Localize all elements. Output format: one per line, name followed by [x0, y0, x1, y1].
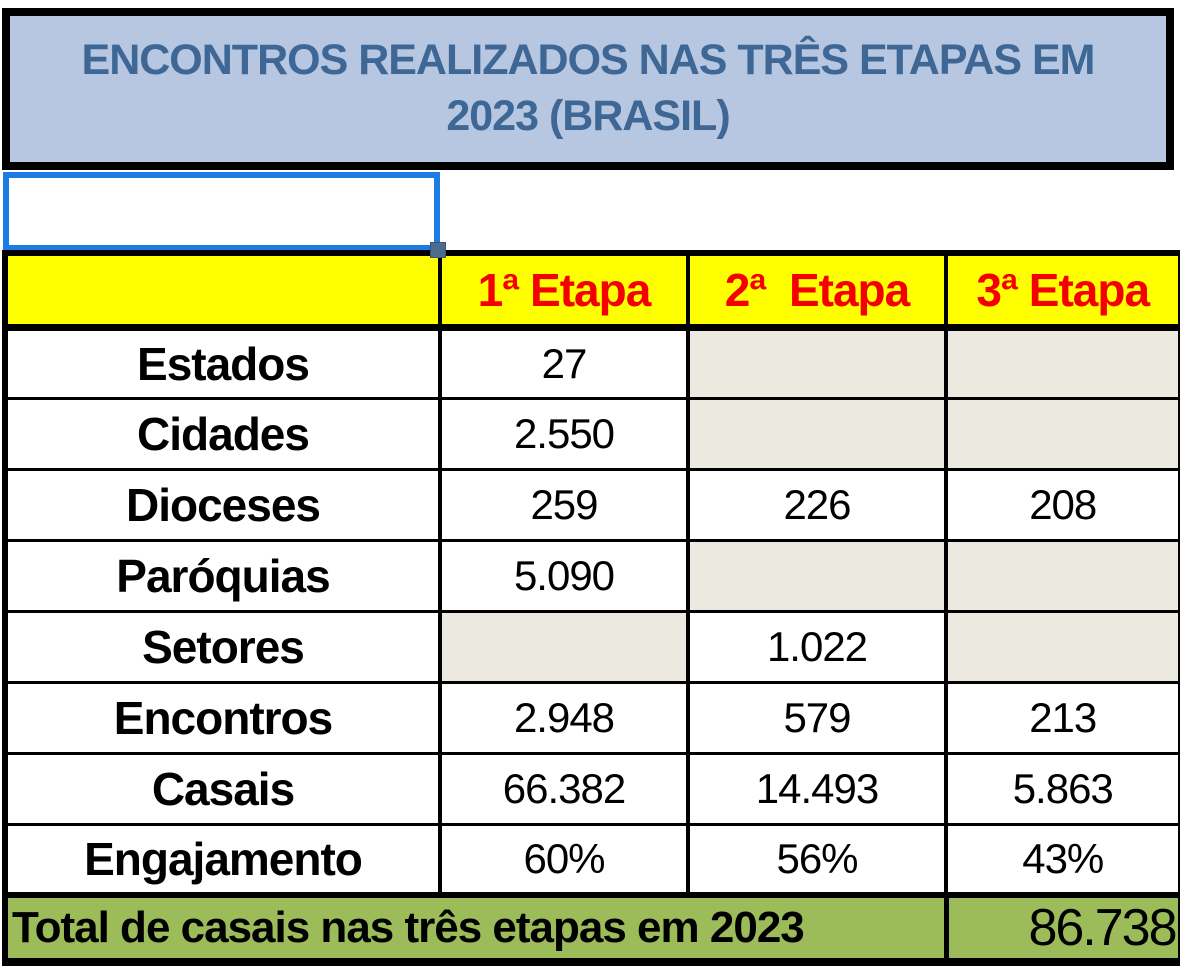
table-row-encontros: Encontros 2.948 579 213 — [2, 680, 1180, 755]
cell-value — [686, 396, 948, 471]
cell-value — [944, 325, 1180, 400]
cell-value: 14.493 — [686, 751, 948, 826]
row-label: Setores — [2, 609, 442, 684]
data-table: 1ª Etapa 2ª Etapa 3ª Etapa Estados 27 Ci… — [2, 250, 1180, 966]
table-row-casais: Casais 66.382 14.493 5.863 — [2, 751, 1180, 826]
cell-value: 1.022 — [686, 609, 948, 684]
cell-value — [438, 609, 690, 684]
cell-value: 60% — [438, 822, 690, 897]
total-value-cell: 86.738 — [943, 892, 1180, 966]
empty-text-box[interactable] — [3, 172, 440, 251]
cell-value: 43% — [944, 822, 1180, 897]
row-label: Engajamento — [2, 822, 442, 897]
row-label: Paróquias — [2, 538, 442, 613]
table-row-cidades: Cidades 2.550 — [2, 396, 1180, 471]
cell-value: 56% — [686, 822, 948, 897]
cell-value: 66.382 — [438, 751, 690, 826]
cell-value: 259 — [438, 467, 690, 542]
cell-value: 579 — [686, 680, 948, 755]
table-row-paroquias: Paróquias 5.090 — [2, 538, 1180, 613]
table-header-row: 1ª Etapa 2ª Etapa 3ª Etapa — [2, 250, 1180, 331]
cell-value: 2.948 — [438, 680, 690, 755]
table-row-estados: Estados 27 — [2, 325, 1180, 400]
header-etapa2-cell: 2ª Etapa — [686, 250, 948, 331]
resize-handle[interactable] — [430, 242, 446, 258]
cell-value — [944, 538, 1180, 613]
table-row-engajamento: Engajamento 60% 56% 43% — [2, 822, 1180, 897]
row-label: Encontros — [2, 680, 442, 755]
header-blank-cell — [2, 250, 442, 331]
cell-value: 226 — [686, 467, 948, 542]
cell-value: 208 — [944, 467, 1180, 542]
table-row-setores: Setores 1.022 — [2, 609, 1180, 684]
cell-value: 5.863 — [944, 751, 1180, 826]
cell-value: 213 — [944, 680, 1180, 755]
row-label: Cidades — [2, 396, 442, 471]
header-etapa3-cell: 3ª Etapa — [944, 250, 1180, 331]
total-label-cell: Total de casais nas três etapas em 2023 — [2, 892, 948, 966]
row-label: Dioceses — [2, 467, 442, 542]
cell-value — [944, 609, 1180, 684]
slide-title-bar: ENCONTROS REALIZADOS NAS TRÊS ETAPAS EM … — [2, 8, 1174, 170]
table-row-dioceses: Dioceses 259 226 208 — [2, 467, 1180, 542]
row-label: Casais — [2, 751, 442, 826]
header-etapa1-cell: 1ª Etapa — [438, 250, 690, 331]
cell-value — [686, 325, 948, 400]
row-label: Estados — [2, 325, 442, 400]
slide-title-line1: ENCONTROS REALIZADOS NAS TRÊS ETAPAS EM — [81, 36, 1096, 85]
cell-value — [944, 396, 1180, 471]
cell-value: 5.090 — [438, 538, 690, 613]
slide-title-line2: 2023 (BRASIL) — [446, 92, 730, 140]
table-total-row: Total de casais nas três etapas em 2023 … — [2, 892, 1180, 966]
cell-value — [686, 538, 948, 613]
cell-value: 2.550 — [438, 396, 690, 471]
cell-value: 27 — [438, 325, 690, 400]
